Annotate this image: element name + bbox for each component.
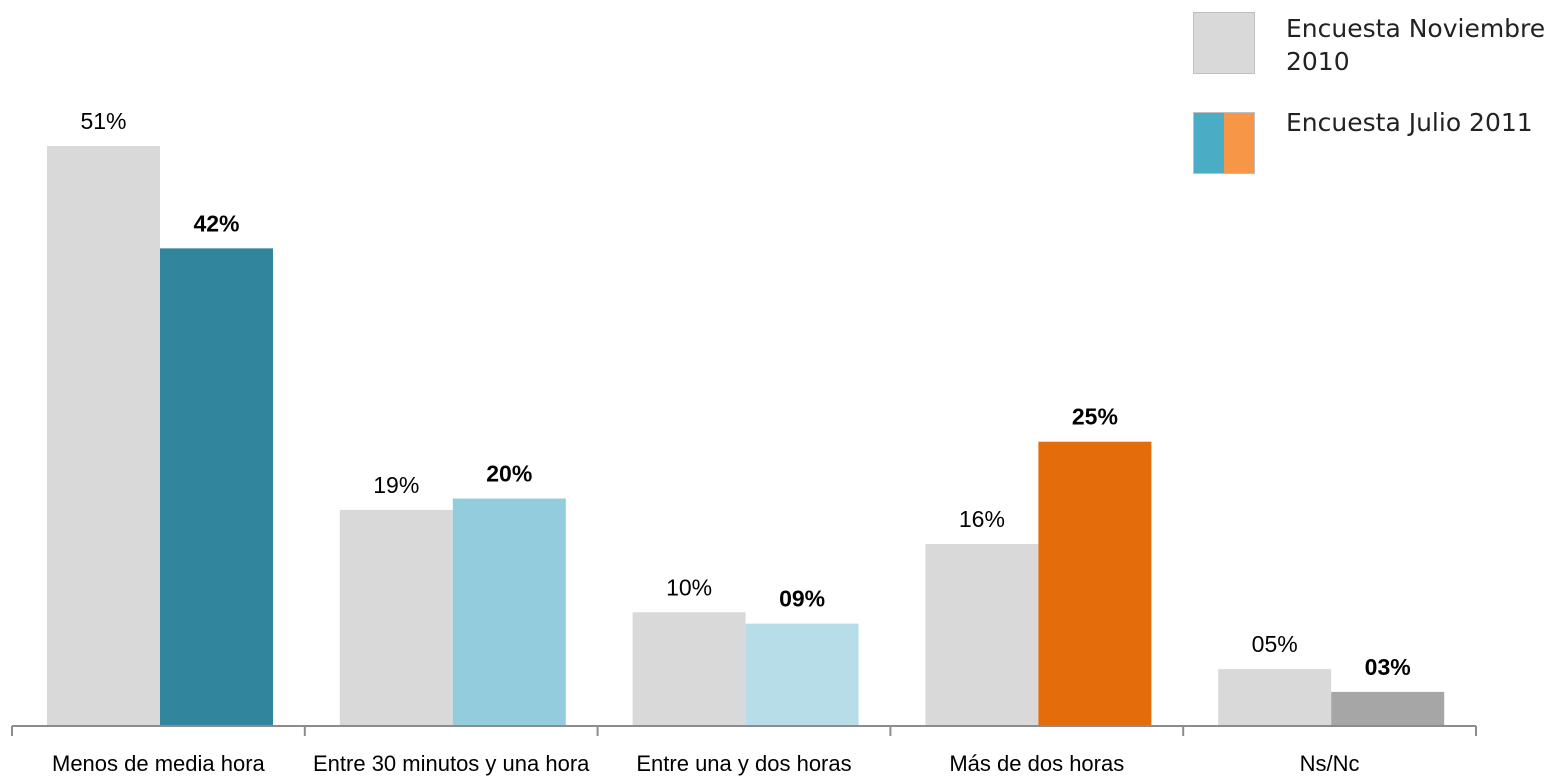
bar-nov-2010-0 [47, 146, 160, 726]
legend-swatch-part [1194, 113, 1224, 173]
data-label-nov-2010-3: 16% [959, 506, 1005, 532]
bar-jul-2011-3 [1038, 441, 1152, 726]
data-label-jul-2011-2: 09% [779, 586, 825, 612]
legend-swatch-jul-2011 [1193, 112, 1255, 174]
category-label-0: Menos de media hora [52, 751, 266, 776]
data-label-nov-2010-2: 10% [666, 574, 712, 600]
category-label-2: Entre una y dos horas [636, 751, 851, 776]
bar-nov-2010-4 [1218, 669, 1332, 726]
bar-jul-2011-1 [452, 498, 566, 726]
data-label-nov-2010-1: 19% [373, 472, 419, 498]
category-label-3: Más de dos horas [949, 751, 1124, 776]
bar-nov-2010-1 [339, 509, 453, 726]
category-label-1: Entre 30 minutos y una hora [313, 751, 590, 776]
data-label-jul-2011-4: 03% [1365, 654, 1411, 680]
bar-jul-2011-4 [1331, 691, 1445, 726]
data-label-jul-2011-1: 20% [486, 461, 532, 487]
data-label-jul-2011-3: 25% [1072, 404, 1118, 430]
legend-label-jul-2011: Encuesta Julio 2011 [1286, 108, 1533, 137]
legend-swatch-nov-2010 [1193, 12, 1255, 74]
bar-nov-2010-3 [925, 544, 1039, 726]
bar-nov-2010-2 [632, 612, 746, 726]
data-label-jul-2011-0: 42% [193, 210, 239, 236]
legend-label-nov-2010: Encuesta Noviembre 2010 [1286, 14, 1546, 76]
bar-jul-2011-2 [745, 623, 859, 726]
data-label-nov-2010-4: 05% [1252, 631, 1298, 657]
bar-jul-2011-0 [160, 248, 273, 726]
legend-swatch-part [1224, 113, 1254, 173]
data-label-nov-2010-0: 51% [80, 108, 126, 134]
category-label-4: Ns/Nc [1300, 751, 1360, 776]
